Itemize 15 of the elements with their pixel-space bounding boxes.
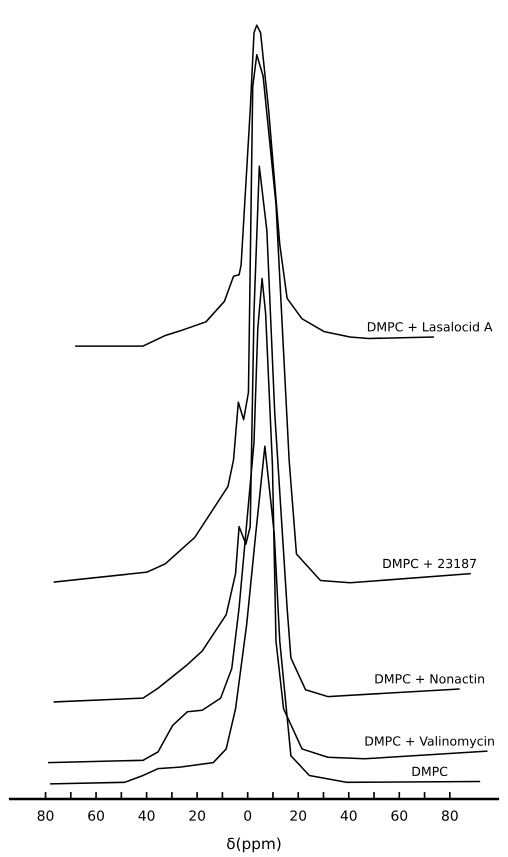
x-axis-title: δ(ppm)	[227, 837, 280, 852]
x-tick-label: 0	[244, 810, 252, 821]
x-tick-label: 40	[138, 810, 155, 821]
series-label: DMPC + 23187	[383, 558, 476, 568]
x-tick-label: 60	[391, 810, 408, 821]
series-label: DMPC + Lasalocid A	[368, 322, 492, 332]
x-tick-label: 20	[189, 810, 206, 821]
series-label: DMPC + Valinomycin	[365, 736, 494, 748]
series-label: DMPC	[412, 766, 448, 776]
x-tick-label: 40	[340, 810, 357, 821]
x-tick-label: 80	[442, 810, 458, 821]
x-tick-label: 80	[38, 810, 54, 821]
series-label: DMPC + Nonactin	[375, 674, 484, 684]
x-tick-label: 60	[88, 810, 104, 821]
x-tick-label: 20	[290, 810, 306, 821]
